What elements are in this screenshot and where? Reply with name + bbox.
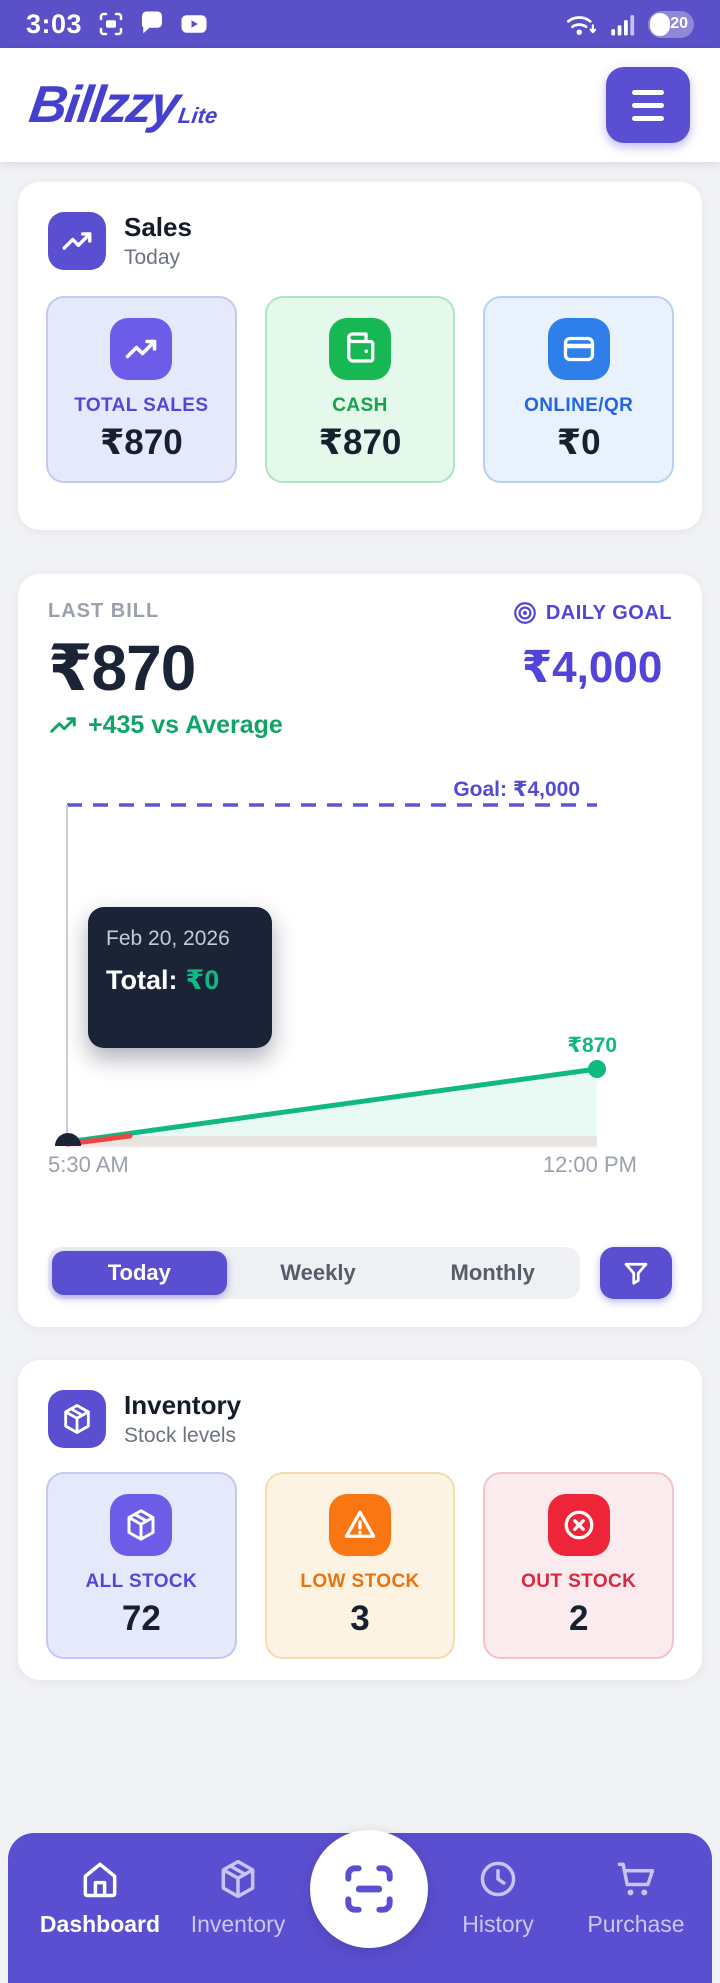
nav-history[interactable]: History — [428, 1857, 568, 1938]
home-icon — [83, 1862, 117, 1898]
battery-indicator: 20 — [648, 10, 694, 38]
all-stock-label: ALL STOCK — [85, 1571, 198, 1593]
tooltip-total-value: ₹0 — [185, 965, 220, 995]
status-bar: 3:03 — [0, 0, 720, 48]
scan-icon — [345, 1865, 393, 1913]
all-stock-stat-card[interactable]: ALL STOCK 72 — [46, 1472, 237, 1660]
sales-trending-icon — [48, 212, 106, 271]
last-bill-label: LAST BILL — [48, 600, 160, 622]
credit-card-icon — [547, 318, 610, 381]
sales-title: Sales — [124, 212, 192, 242]
warning-triangle-icon — [329, 1494, 391, 1557]
trending-up-icon — [110, 318, 173, 381]
logo-suffix: Lite — [176, 103, 220, 128]
low-stock-stat-card[interactable]: LOW STOCK 3 — [264, 1472, 456, 1660]
period-segmented-control: Today Weekly Monthly — [48, 1247, 580, 1299]
area-fill-green — [67, 1069, 597, 1146]
inventory-card: Inventory Stock levels ALL STOCK 72 — [18, 1360, 702, 1680]
funnel-icon — [624, 1262, 648, 1285]
inventory-cube-icon — [48, 1390, 106, 1449]
screenshot-icon — [99, 12, 123, 36]
wallet-icon — [329, 318, 391, 381]
daily-goal-value: ₹4,000 — [521, 643, 663, 692]
area-fill-red — [67, 1136, 597, 1148]
nav-purchase[interactable]: Purchase — [566, 1857, 706, 1938]
clock-time: 3:03 — [26, 8, 83, 39]
out-stock-value: 2 — [568, 1599, 589, 1639]
goal-line-label: Goal: ₹4,000 — [453, 778, 580, 801]
cube-icon — [110, 1494, 173, 1557]
nav-history-label: History — [462, 1911, 534, 1937]
nav-inventory[interactable]: Inventory — [168, 1857, 308, 1938]
total-sales-value: ₹870 — [99, 423, 183, 463]
cash-stat-card[interactable]: CASH ₹870 — [264, 296, 456, 484]
low-stock-label: LOW STOCK — [300, 1571, 420, 1593]
last-bill-card: LAST BILL ₹870 DAILY GOAL ₹4,000 — [18, 574, 702, 1327]
daily-goal-label: DAILY GOAL — [545, 601, 672, 624]
sales-subtitle: Today — [124, 246, 181, 270]
x-axis-start-label: 5:30 AM — [48, 1152, 129, 1177]
trend-up-icon — [50, 717, 76, 733]
nav-purchase-label: Purchase — [587, 1911, 685, 1937]
inventory-title: Inventory — [124, 1390, 242, 1420]
nav-inventory-label: Inventory — [190, 1911, 286, 1937]
hamburger-icon — [632, 89, 664, 95]
chart-tooltip: Feb 20, 2026 Total: ₹0 — [88, 907, 272, 1048]
endpoint-value-label: ₹870 — [567, 1034, 617, 1057]
battery-percent: 20 — [670, 14, 688, 32]
online-qr-value: ₹0 — [556, 423, 601, 463]
tooltip-date: Feb 20, 2026 — [106, 927, 230, 950]
youtube-icon — [181, 15, 207, 33]
cube-icon — [221, 1859, 255, 1899]
tab-monthly[interactable]: Monthly — [405, 1247, 580, 1299]
circle-x-icon — [547, 1494, 610, 1557]
low-stock-value: 3 — [350, 1599, 370, 1639]
chat-bubble-icon — [141, 11, 163, 34]
battery-fill — [650, 12, 670, 36]
bottom-navigation: Dashboard Inventory History — [8, 1830, 712, 1983]
origin-dot — [55, 1133, 81, 1146]
sales-line — [64, 1066, 600, 1145]
target-icon — [514, 602, 536, 624]
hamburger-menu-button[interactable] — [606, 67, 690, 143]
sales-card: Sales Today TOTAL SALES ₹870 — [18, 182, 702, 530]
nav-dashboard[interactable]: Dashboard — [30, 1857, 170, 1938]
wifi-icon — [567, 16, 597, 35]
total-sales-stat-card[interactable]: TOTAL SALES ₹870 — [46, 296, 237, 484]
cash-label: CASH — [332, 395, 388, 417]
app-header: Billzzy Lite — [0, 48, 720, 162]
out-stock-stat-card[interactable]: OUT STOCK 2 — [483, 1472, 675, 1660]
all-stock-value: 72 — [121, 1599, 161, 1639]
tab-weekly[interactable]: Weekly — [231, 1247, 406, 1299]
shopping-cart-icon — [617, 1862, 655, 1896]
endpoint-dot — [588, 1060, 606, 1078]
filter-button[interactable] — [600, 1247, 672, 1299]
clock-icon — [480, 1861, 516, 1897]
online-qr-label: ONLINE/QR — [524, 395, 634, 417]
tooltip-total-label: Total: — [106, 965, 178, 995]
tab-today[interactable]: Today — [52, 1251, 227, 1295]
billzzy-logo: Billzzy Lite — [26, 75, 223, 135]
cash-value: ₹870 — [318, 423, 402, 463]
last-bill-value: ₹870 — [48, 632, 196, 704]
logo-text: Billzzy — [25, 76, 182, 134]
total-sales-label: TOTAL SALES — [74, 395, 209, 417]
signal-bars-icon — [611, 15, 635, 36]
out-stock-label: OUT STOCK — [521, 1571, 637, 1593]
online-qr-stat-card[interactable]: ONLINE/QR ₹0 — [483, 296, 675, 484]
delta-vs-average: +435 vs Average — [88, 710, 283, 739]
inventory-subtitle: Stock levels — [124, 1424, 237, 1448]
nav-dashboard-label: Dashboard — [39, 1911, 161, 1937]
x-axis-end-label: 12:00 PM — [543, 1152, 637, 1177]
start-segment-red-line — [64, 1133, 133, 1147]
scan-button[interactable] — [310, 1830, 428, 1948]
